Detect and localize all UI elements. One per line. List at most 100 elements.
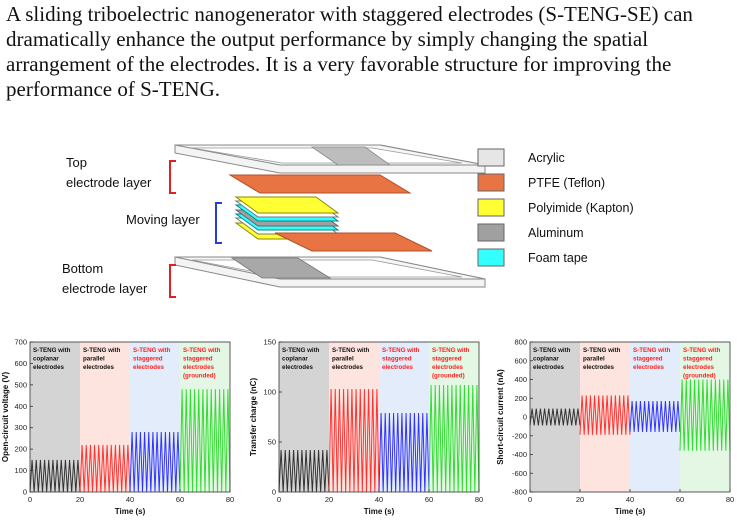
region-background [279, 342, 329, 492]
region-label: S-TENG with [133, 347, 171, 354]
region-label: coplanar [282, 356, 308, 363]
region-label: S-TENG with [332, 347, 370, 354]
x-tick-label: 0 [28, 495, 32, 504]
region-label: electrodes [382, 364, 414, 371]
region-background [180, 342, 230, 492]
region-label: S-TENG with [282, 347, 320, 354]
region-label: S-TENG with [683, 347, 721, 354]
y-tick-label: 400 [14, 402, 27, 411]
region-label: parallel [332, 356, 354, 363]
top-ptfe-film [228, 174, 412, 194]
region-label: electrodes [282, 364, 314, 371]
region-label: S-TENG with [83, 347, 121, 354]
x-tick-label: 20 [325, 495, 333, 504]
region-label: staggered [382, 356, 412, 363]
region-background [580, 342, 630, 492]
series-line [629, 401, 681, 433]
y-tick-label: 50 [268, 438, 276, 447]
legend-swatch [477, 148, 505, 167]
region-label: electrodes [133, 364, 165, 371]
region-label: (grounded) [183, 373, 216, 380]
region-label: electrodes [683, 364, 715, 371]
moving-layer-stack [234, 196, 340, 240]
bracket-top [169, 160, 176, 194]
region-background [379, 342, 429, 492]
legend-label: PTFE (Teflon) [528, 176, 605, 190]
x-axis-label: Time (s) [364, 507, 395, 516]
y-tick-label: -200 [512, 431, 527, 440]
x-tick-label: 20 [76, 495, 84, 504]
region-label: S-TENG with [432, 347, 470, 354]
y-tick-label: -600 [512, 469, 527, 478]
bracket-bottom [169, 264, 176, 298]
region-label: electrodes [533, 364, 565, 371]
region-label: parallel [583, 356, 605, 363]
region-label: coplanar [533, 356, 559, 363]
region-label: staggered [133, 356, 163, 363]
y-tick-label: 700 [14, 338, 27, 347]
region-label: staggered [432, 356, 462, 363]
x-tick-label: 60 [676, 495, 684, 504]
x-tick-label: 40 [126, 495, 134, 504]
material-legend: Acrylic PTFE (Teflon) Polyimide (Kapton) Al… [477, 148, 634, 267]
x-tick-label: 80 [726, 495, 734, 504]
x-axis-label: Time (s) [615, 507, 646, 516]
legend-swatch [477, 223, 505, 242]
region-background [30, 342, 80, 492]
y-axis-label: Short-circuit current (nA) [496, 369, 505, 465]
region-label: staggered [183, 356, 213, 363]
x-tick-label: 20 [576, 495, 584, 504]
region-label: S-TENG with [533, 347, 571, 354]
x-tick-label: 60 [425, 495, 433, 504]
region-label: S-TENG with [382, 347, 420, 354]
region-label: S-TENG with [33, 347, 71, 354]
label-moving: Moving layer [126, 212, 200, 227]
region-background [130, 342, 180, 492]
x-tick-label: 40 [375, 495, 383, 504]
region-label: electrodes [33, 364, 65, 371]
label-bottom-2: electrode layer [62, 281, 148, 296]
y-tick-label: 800 [514, 338, 527, 347]
abstract-text: A sliding triboelectric nanogenerator wi… [6, 2, 693, 101]
x-tick-label: 80 [475, 495, 483, 504]
region-label: S-TENG with [183, 347, 221, 354]
bottom-ptfe-film [274, 232, 433, 252]
region-label: electrodes [633, 364, 665, 371]
region-label: S-TENG with [583, 347, 621, 354]
region-label: staggered [683, 356, 713, 363]
region-label: S-TENG with [633, 347, 671, 354]
region-label: staggered [633, 356, 663, 363]
region-background [630, 342, 680, 492]
y-tick-label: -400 [512, 450, 527, 459]
y-tick-label: 200 [514, 394, 527, 403]
y-tick-label: 300 [14, 423, 27, 432]
legend-swatch [477, 198, 505, 217]
legend-swatch [477, 173, 505, 192]
y-tick-label: 600 [14, 359, 27, 368]
label-top-1: Top [66, 155, 87, 170]
y-axis-label: Open-circuit voltage (V) [1, 372, 10, 463]
y-tick-label: 100 [14, 466, 27, 475]
region-label: (grounded) [683, 373, 716, 380]
label-top-2: electrode layer [66, 175, 152, 190]
series-line [529, 408, 581, 426]
bottom-acrylic-plate [174, 256, 486, 288]
region-label: parallel [83, 356, 105, 363]
label-bottom-1: Bottom [62, 261, 103, 276]
legend-label: Polyimide (Kapton) [528, 201, 634, 215]
legend-label: Acrylic [528, 151, 565, 165]
y-tick-label: 150 [263, 338, 276, 347]
x-tick-label: 40 [626, 495, 634, 504]
region-background [530, 342, 580, 492]
region-background [80, 342, 130, 492]
y-tick-label: 400 [514, 375, 527, 384]
legend-label: Foam tape [528, 251, 588, 265]
schematic-figure: Top electrode layer Moving layer Bottom … [62, 144, 634, 298]
y-tick-label: 200 [14, 445, 27, 454]
region-background [680, 342, 730, 492]
region-label: electrodes [183, 364, 215, 371]
top-acrylic-plate [174, 144, 486, 174]
x-tick-label: 60 [176, 495, 184, 504]
